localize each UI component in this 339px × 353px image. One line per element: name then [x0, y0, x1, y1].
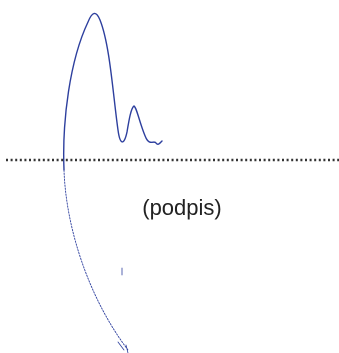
signature-caption: (podpis) [142, 195, 221, 220]
signature [63, 12, 163, 353]
